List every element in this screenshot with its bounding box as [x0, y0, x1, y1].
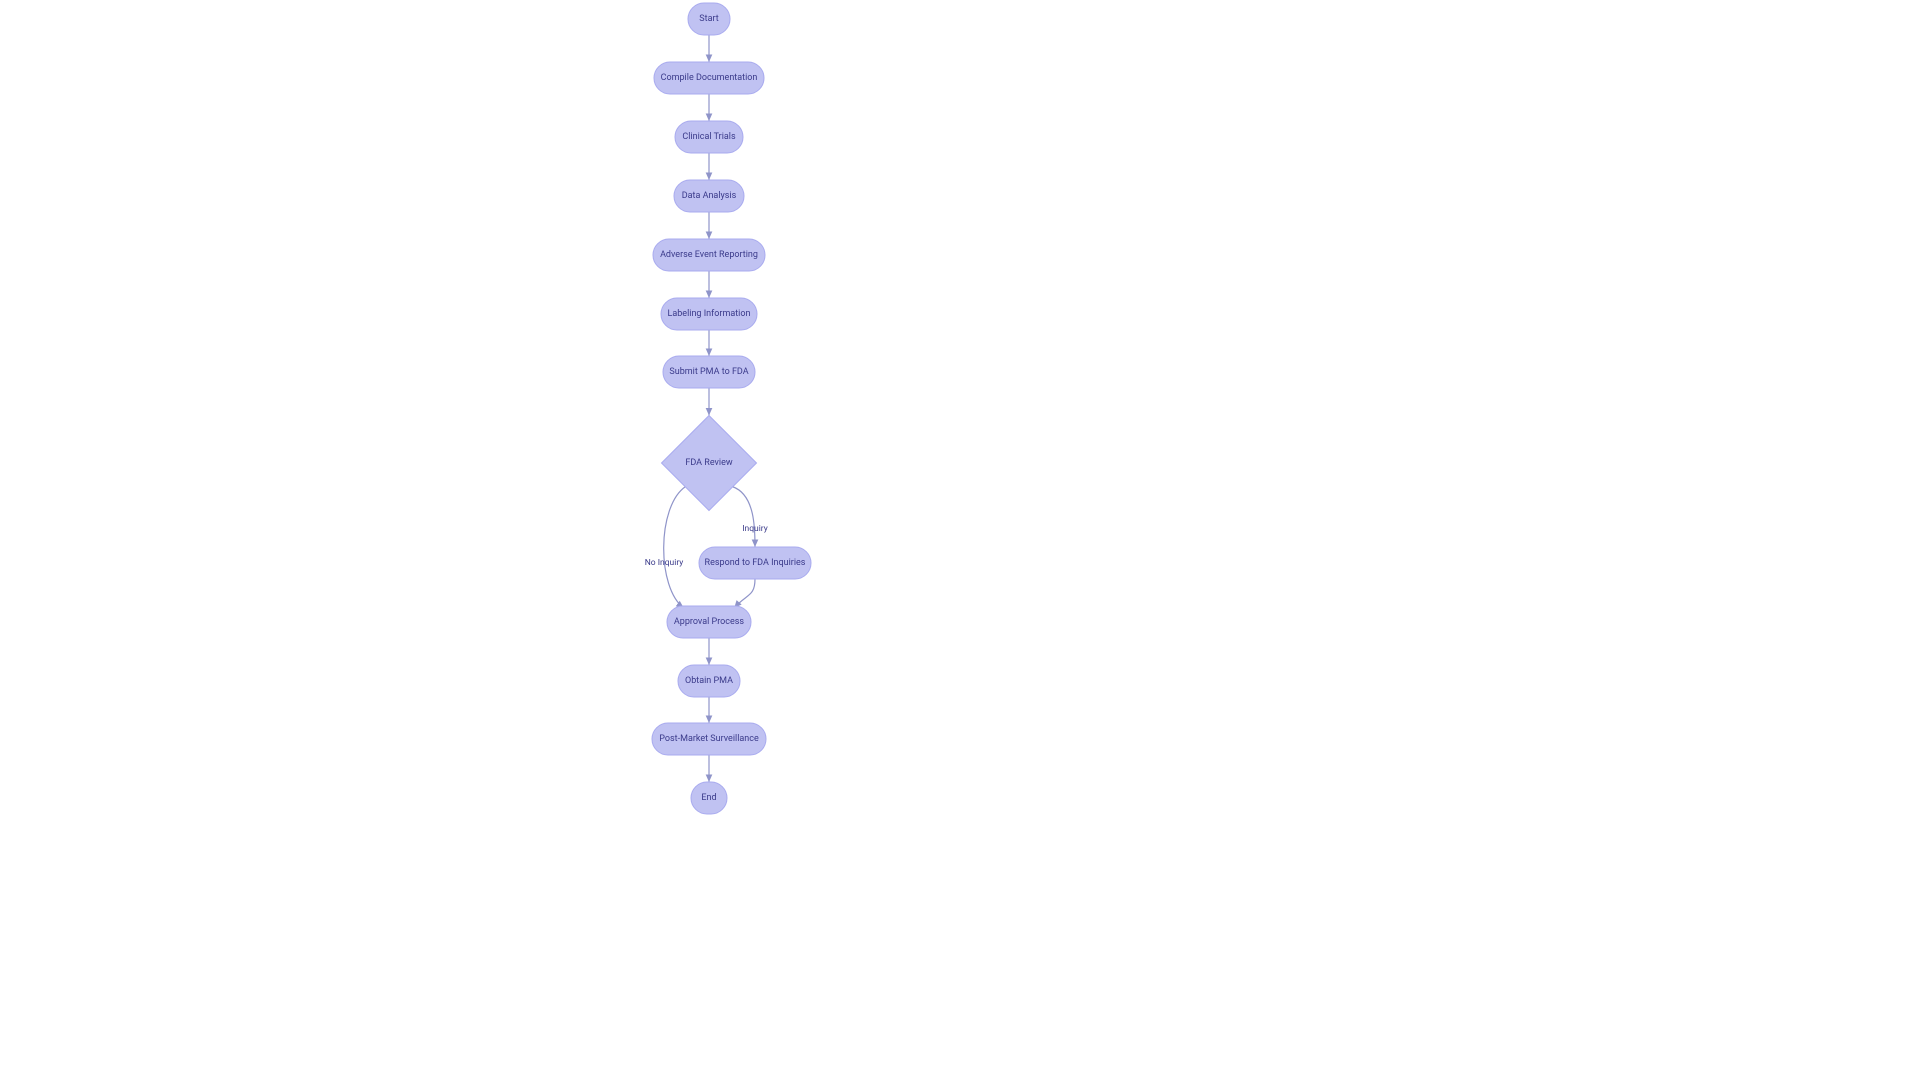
node-approve: Approval Process: [667, 606, 751, 638]
flowchart-canvas: Start Compile Documentation Clinical Trial…: [0, 0, 1920, 1080]
node-label-submit: Submit PMA to FDA: [669, 367, 748, 377]
node-adverse: Adverse Event Reporting: [653, 239, 765, 271]
node-trials: Clinical Trials: [675, 121, 743, 153]
node-compile: Compile Documentation: [654, 62, 764, 94]
node-label: Labeling Information: [661, 298, 757, 330]
edge-review-approve: [664, 487, 686, 608]
node-label-compile: Compile Documentation: [661, 73, 758, 83]
node-label-post: Post-Market Surveillance: [659, 734, 759, 744]
node-label-adverse: Adverse Event Reporting: [660, 250, 758, 260]
node-label-label: Labeling Information: [668, 309, 751, 319]
node-post: Post-Market Surveillance: [652, 723, 766, 755]
edge-label-review-approve: No Inquiry: [645, 558, 684, 568]
edge-label-review-respond: Inquiry: [742, 524, 768, 534]
node-respond: Respond to FDA Inquiries: [699, 547, 811, 579]
node-label-analysis: Data Analysis: [682, 191, 737, 201]
node-end: End: [691, 782, 727, 814]
node-analysis: Data Analysis: [674, 180, 744, 212]
edge-review-respond: [733, 487, 755, 547]
node-label-review: FDA Review: [685, 458, 732, 468]
edge-respond-approve: [734, 579, 755, 608]
node-label-trials: Clinical Trials: [682, 132, 736, 142]
node-label-obtain: Obtain PMA: [685, 676, 733, 686]
node-label-respond: Respond to FDA Inquiries: [705, 558, 806, 568]
node-start: Start: [688, 3, 730, 35]
node-obtain: Obtain PMA: [678, 665, 740, 697]
node-label-start: Start: [699, 14, 718, 24]
node-label-approve: Approval Process: [674, 617, 745, 627]
node-submit: Submit PMA to FDA: [663, 356, 755, 388]
node-label-end: End: [701, 793, 716, 803]
